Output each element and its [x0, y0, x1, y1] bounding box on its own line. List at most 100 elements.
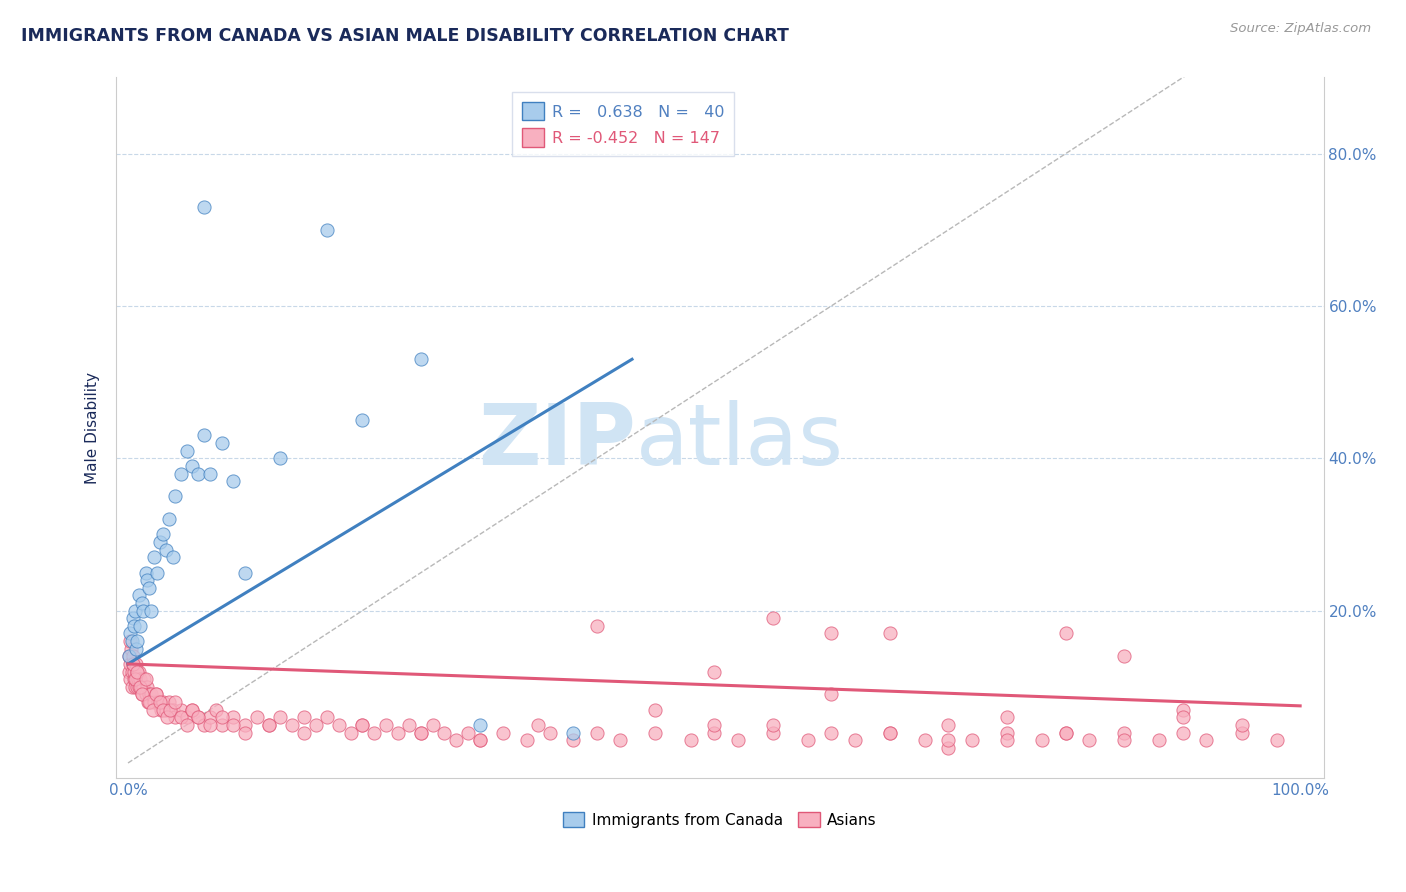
- Point: [118, 649, 141, 664]
- Point: [193, 428, 215, 442]
- Point: [122, 619, 145, 633]
- Point: [135, 573, 157, 587]
- Point: [257, 718, 280, 732]
- Point: [304, 718, 326, 732]
- Point: [128, 665, 150, 679]
- Point: [149, 695, 172, 709]
- Point: [211, 436, 233, 450]
- Point: [339, 725, 361, 739]
- Point: [124, 665, 146, 679]
- Point: [155, 703, 177, 717]
- Point: [162, 703, 184, 717]
- Point: [1114, 649, 1136, 664]
- Point: [128, 589, 150, 603]
- Point: [1171, 725, 1194, 739]
- Point: [995, 725, 1018, 739]
- Point: [363, 725, 385, 739]
- Point: [141, 604, 163, 618]
- Point: [125, 672, 148, 686]
- Point: [211, 710, 233, 724]
- Point: [121, 665, 143, 679]
- Point: [222, 718, 245, 732]
- Point: [122, 672, 145, 686]
- Point: [149, 703, 172, 717]
- Point: [409, 352, 432, 367]
- Point: [281, 718, 304, 732]
- Point: [762, 611, 785, 625]
- Point: [124, 657, 146, 671]
- Point: [163, 489, 186, 503]
- Point: [131, 688, 153, 702]
- Point: [187, 710, 209, 724]
- Point: [120, 672, 142, 686]
- Point: [138, 695, 160, 709]
- Point: [128, 619, 150, 633]
- Point: [149, 535, 172, 549]
- Point: [844, 733, 866, 747]
- Point: [211, 718, 233, 732]
- Point: [125, 665, 148, 679]
- Point: [152, 695, 174, 709]
- Text: atlas: atlas: [636, 401, 844, 483]
- Point: [316, 710, 339, 724]
- Point: [121, 634, 143, 648]
- Point: [198, 467, 221, 481]
- Point: [374, 718, 396, 732]
- Point: [703, 718, 725, 732]
- Point: [433, 725, 456, 739]
- Point: [586, 725, 609, 739]
- Point: [198, 710, 221, 724]
- Point: [124, 672, 146, 686]
- Point: [121, 657, 143, 671]
- Point: [157, 695, 180, 709]
- Point: [457, 725, 479, 739]
- Point: [1195, 733, 1218, 747]
- Point: [131, 688, 153, 702]
- Point: [292, 710, 315, 724]
- Point: [148, 695, 170, 709]
- Point: [468, 733, 491, 747]
- Point: [152, 527, 174, 541]
- Point: [128, 672, 150, 686]
- Point: [644, 703, 666, 717]
- Point: [120, 626, 142, 640]
- Point: [914, 733, 936, 747]
- Point: [127, 680, 149, 694]
- Point: [1114, 725, 1136, 739]
- Point: [316, 223, 339, 237]
- Point: [142, 703, 165, 717]
- Point: [1054, 725, 1077, 739]
- Point: [118, 657, 141, 671]
- Point: [170, 710, 193, 724]
- Point: [120, 634, 142, 648]
- Point: [246, 710, 269, 724]
- Point: [132, 604, 155, 618]
- Point: [198, 718, 221, 732]
- Point: [222, 474, 245, 488]
- Point: [762, 718, 785, 732]
- Point: [222, 710, 245, 724]
- Point: [122, 649, 145, 664]
- Point: [127, 672, 149, 686]
- Point: [938, 718, 960, 732]
- Point: [155, 542, 177, 557]
- Point: [409, 725, 432, 739]
- Point: [163, 695, 186, 709]
- Point: [879, 626, 901, 640]
- Point: [135, 566, 157, 580]
- Point: [1078, 733, 1101, 747]
- Point: [1230, 718, 1253, 732]
- Point: [141, 688, 163, 702]
- Point: [352, 718, 374, 732]
- Point: [644, 725, 666, 739]
- Point: [176, 718, 198, 732]
- Point: [762, 725, 785, 739]
- Point: [181, 458, 204, 473]
- Point: [142, 695, 165, 709]
- Point: [121, 680, 143, 694]
- Point: [703, 725, 725, 739]
- Point: [176, 443, 198, 458]
- Text: IMMIGRANTS FROM CANADA VS ASIAN MALE DISABILITY CORRELATION CHART: IMMIGRANTS FROM CANADA VS ASIAN MALE DIS…: [21, 27, 789, 45]
- Point: [121, 657, 143, 671]
- Y-axis label: Male Disability: Male Disability: [86, 372, 100, 483]
